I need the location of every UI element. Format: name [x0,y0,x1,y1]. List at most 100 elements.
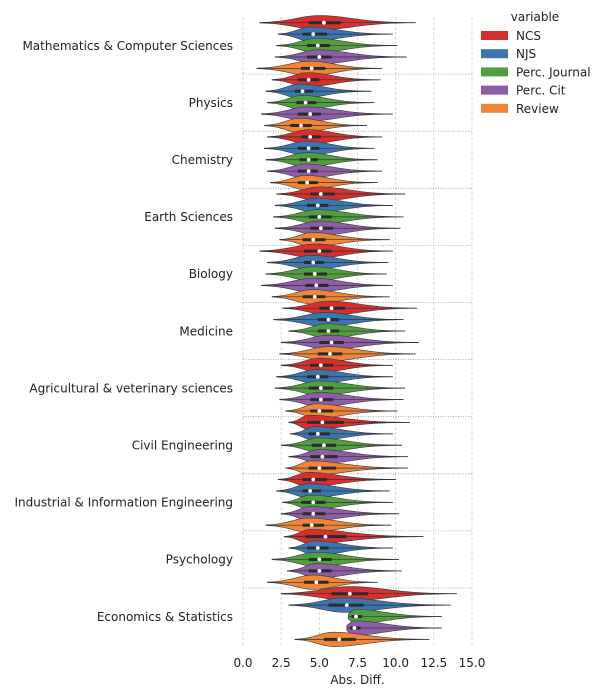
violin-mathematics-computer-sciences-ncs [259,15,416,31]
violin-median [318,226,323,231]
violin-civil-engineering-perc-journal [280,437,403,453]
legend-swatch [481,67,508,77]
legend-item-njs: NJS [481,47,536,61]
violin-median [306,157,311,162]
legend-item-perc-journal: Perc. Journal [481,65,591,79]
category-label: Earth Sciences [144,210,233,224]
category-labels: Mathematics & Computer Sciences Physics Ch… [14,39,233,624]
violin-biology-njs [267,255,389,271]
category-label: Economics & Statistics [97,610,233,624]
violin-median [315,203,320,208]
legend-swatch [481,31,508,40]
x-tick-label: 15.0 [459,656,486,670]
violin-physics-njs [265,83,372,99]
category-label: Psychology [166,553,233,567]
violin-physics-perc-cit [261,106,393,122]
violin-median [318,386,323,391]
legend-item-ncs: NCS [481,29,541,43]
violin-median [329,340,334,345]
violin-median [309,523,314,528]
violin-median [300,89,305,94]
x-axis: 0.0 2.5 5.0 7.5 10.0 12.5 15.0 Abs. Diff. [233,656,485,687]
violin-median [317,249,322,254]
violin-median [315,546,320,550]
violin-industrial-information-engineering-perc-cit [280,506,400,522]
legend-label: NCS [516,29,541,43]
violin-median [337,637,342,642]
violin-agricultural-veterinary-sciences-perc-journal [274,380,406,396]
violin-median [306,146,311,151]
violin-median [314,283,319,288]
grid-lines [242,17,473,645]
violin-median [315,43,320,48]
violin-median [352,626,357,630]
violin-industrial-information-engineering-njs [276,483,390,499]
violin-median [317,568,322,573]
violin-biology-perc-journal [265,266,387,282]
legend-swatch [481,49,508,59]
legend-label: Review [516,102,559,116]
violin-earth-sciences-perc-journal [273,209,404,225]
violin-median [311,500,316,505]
violin-agricultural-veterinary-sciences-ncs [280,357,393,373]
violin-medicine-perc-cit [280,334,419,350]
violin-economics-statistics-njs [288,597,451,613]
violin-median [320,420,325,425]
violin-median [326,329,331,333]
violin-median [309,66,314,71]
violin-mathematics-computer-sciences-perc-journal [276,38,398,54]
category-label: Civil Engineering [132,438,233,452]
violin-median [311,260,316,265]
violin-biology-perc-cit [261,277,393,293]
x-tick-label: 0.0 [233,656,252,670]
violin-psychology-ncs [283,529,424,545]
violin-median [344,603,349,608]
violin-median [322,20,326,25]
violin-mathematics-computer-sciences-perc-cit [274,49,407,65]
category-label: Mathematics & Computer Sciences [22,39,233,53]
violin-median [317,557,322,562]
legend-swatch [481,85,508,95]
legend-item-perc-cit: Perc. Cit [481,84,566,98]
violin-median [318,192,323,196]
violin-psychology-review [267,574,378,590]
violin-median [308,489,313,493]
violin-economics-statistics-perc-cit [346,620,442,636]
x-tick-label: 2.5 [272,656,291,670]
violin-median [323,534,328,539]
x-tick-label: 12.5 [420,656,447,670]
legend-label: Perc. Journal [516,65,591,79]
violin-median [328,351,332,356]
x-tick-label: 7.5 [348,656,367,670]
violin-civil-engineering-ncs [288,414,410,430]
violin-median [305,180,310,185]
violin-psychology-perc-journal [271,551,400,567]
violin-median [308,112,313,116]
violin-median [311,511,316,516]
violin-median [299,123,303,128]
x-tick-label: 5.0 [310,656,329,670]
legend-label: Perc. Cit [516,84,566,98]
legend-swatch [481,103,508,113]
violin-agricultural-veterinary-sciences-perc-cit [279,392,404,408]
x-tick-label: 10.0 [382,656,409,670]
violin-median [315,431,320,436]
violin-industrial-information-engineering-ncs [277,472,396,488]
violin-median [306,77,311,82]
violin-medicine-perc-journal [288,323,406,339]
violin-median [306,169,311,174]
violin-median [322,443,326,448]
legend-label: NJS [516,47,536,61]
legend-item-review: Review [481,102,559,116]
violin-median [303,100,308,105]
violin-chemistry-ncs [267,129,383,145]
violin-median [317,214,322,219]
violin-median [329,306,334,311]
category-label: Chemistry [172,153,233,167]
violin-median [315,374,320,379]
legend: variable NCS NJS Perc. Journal Perc. Cit Revi… [481,10,591,116]
violin-earth-sciences-review [279,232,390,248]
violin-chemistry-perc-journal [265,152,378,168]
violins [256,15,458,647]
